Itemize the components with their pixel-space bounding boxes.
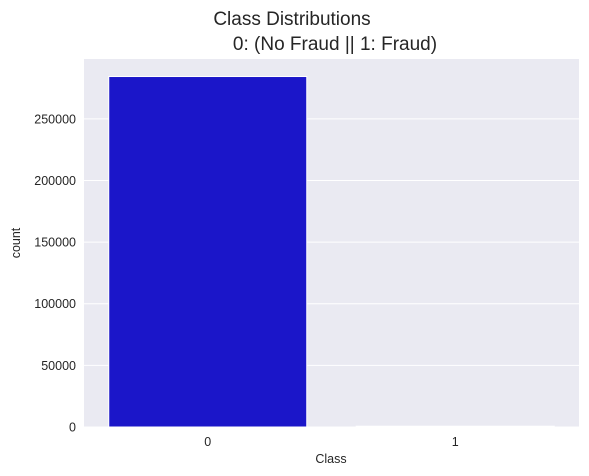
- x-tick-label: 1: [452, 435, 459, 449]
- y-axis-label: count: [9, 227, 23, 258]
- y-tick-label: 0: [69, 421, 76, 435]
- bar-class-1: [355, 425, 555, 428]
- y-tick-label: 200000: [34, 174, 76, 188]
- chart-subtitle: 0: (No Fraud || 1: Fraud): [233, 34, 437, 55]
- y-tick-label: 50000: [41, 359, 76, 373]
- x-axis-label: Class: [315, 452, 346, 466]
- y-tick-label: 100000: [34, 297, 76, 311]
- y-tick-label: 250000: [34, 112, 76, 126]
- x-tick-label: 0: [204, 435, 211, 449]
- y-tick-labels: 0 50000 100000 150000 200000 250000: [34, 112, 76, 434]
- y-tick-label: 150000: [34, 236, 76, 250]
- chart-title: Class Distributions: [213, 9, 370, 30]
- bars: [108, 76, 555, 428]
- bar-class-0: [108, 76, 308, 428]
